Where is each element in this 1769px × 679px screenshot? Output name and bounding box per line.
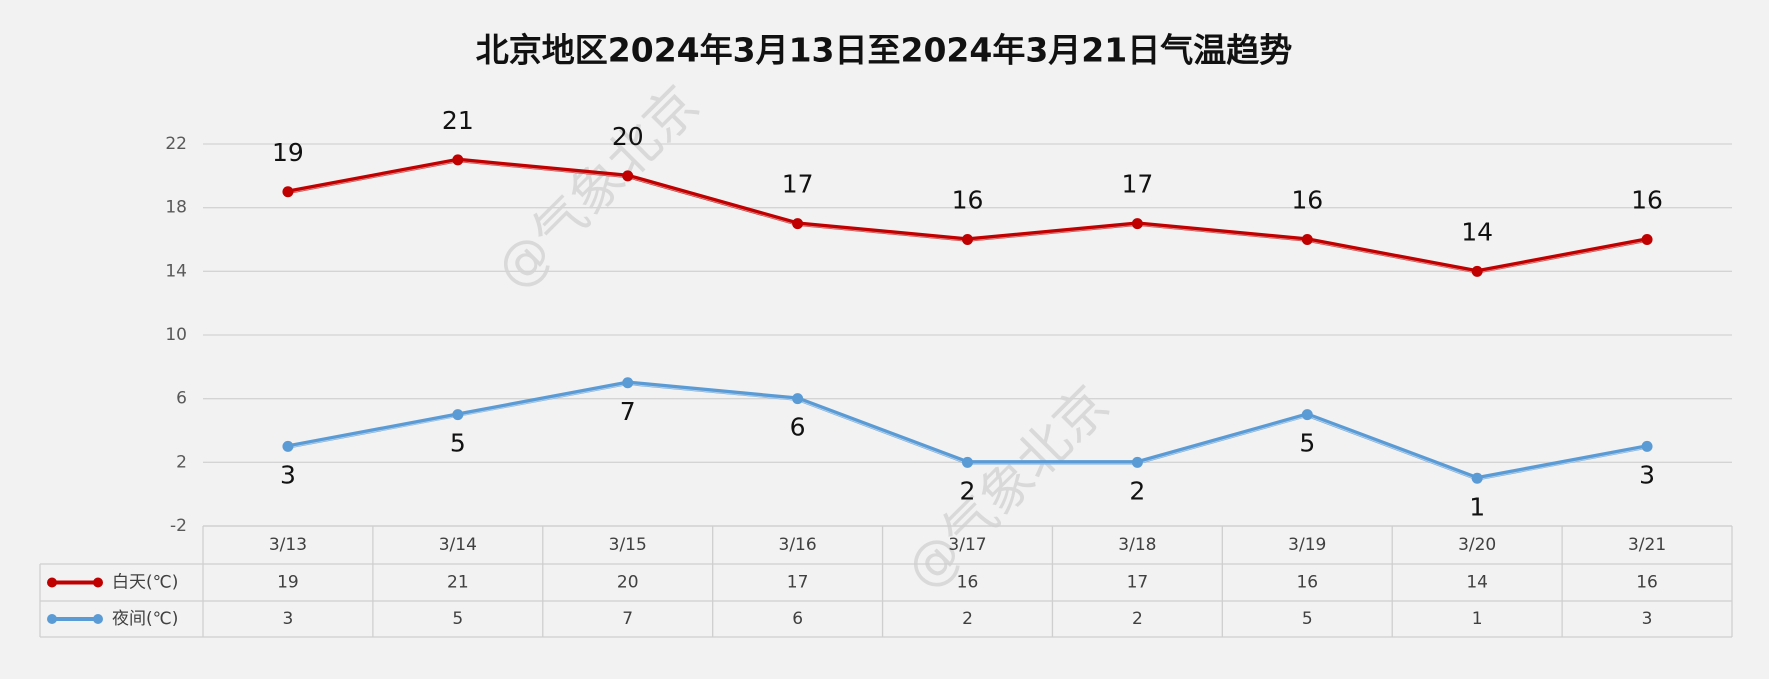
table-value: 16 [1636,573,1658,593]
table-value: 16 [957,573,979,593]
table-value: 17 [1127,573,1149,593]
data-label: 19 [272,138,304,167]
table-value: 7 [622,609,633,629]
point [282,186,294,198]
point [1131,218,1143,230]
y-tick-label: 10 [165,325,187,345]
point [1301,409,1313,421]
chart-title: 北京地区2024年3月13日至2024年3月21日气温趋势 [476,31,1292,70]
table-value: 19 [277,573,299,593]
x-tick-label: 3/20 [1458,535,1496,555]
data-label: 16 [1631,186,1663,215]
x-tick-label: 3/19 [1288,535,1326,555]
table-value: 3 [1642,609,1653,629]
legend-label: 白天(℃) [112,573,178,593]
x-tick-label: 3/15 [609,535,647,555]
point [962,456,973,468]
y-tick-label: -2 [170,516,187,536]
x-tick-label: 3/17 [948,535,986,555]
table-value: 16 [1296,573,1318,593]
point [792,393,804,405]
table-value: 20 [617,573,639,593]
point [1641,234,1653,245]
y-tick-label: 14 [165,261,187,281]
y-tick-label: 22 [165,134,187,154]
data-label: 21 [442,106,474,135]
point [452,409,464,421]
table-value: 6 [792,609,803,629]
data-label: 1 [1469,492,1485,521]
table-value: 21 [447,573,469,593]
point [452,154,464,166]
point [1131,456,1143,468]
table-value: 5 [1302,609,1313,629]
y-tick-label: 2 [176,452,187,472]
x-tick-label: 3/21 [1628,535,1666,555]
data-label: 16 [1291,186,1323,215]
data-label: 5 [1299,429,1315,458]
point [792,218,804,230]
point [282,440,294,452]
data-label: 20 [612,122,644,151]
data-label: 16 [952,186,984,215]
point [1641,440,1653,452]
data-label: 2 [960,476,976,505]
table-value: 2 [1132,609,1143,629]
x-tick-label: 3/18 [1118,535,1156,555]
point [622,170,634,182]
point [1301,234,1313,245]
data-label: 14 [1461,217,1493,246]
legend-marker [47,614,57,624]
x-tick-label: 3/16 [779,535,817,555]
point [622,377,634,389]
y-tick-label: 18 [165,198,187,218]
legend-marker [93,577,103,588]
data-label: 3 [1639,460,1655,489]
legend-marker [47,577,57,588]
legend-label: 夜间(℃) [112,609,178,629]
data-label: 3 [280,460,296,489]
legend-marker [93,614,103,624]
data-label: 2 [1129,476,1145,505]
table-value: 1 [1472,609,1483,629]
data-label: 5 [450,429,466,458]
data-label: 17 [782,170,814,199]
table-value: 14 [1466,573,1488,593]
x-tick-label: 3/13 [269,535,307,555]
point [962,234,973,245]
table-value: 17 [787,573,809,593]
data-label: 6 [790,413,806,442]
point [1471,472,1483,484]
data-label: 7 [620,397,636,426]
point [1471,265,1483,277]
table-value: 2 [962,609,973,629]
x-tick-label: 3/14 [439,535,477,555]
y-tick-label: 6 [176,389,187,409]
data-label: 17 [1121,170,1153,199]
table-value: 3 [283,609,294,629]
table-value: 5 [452,609,463,629]
